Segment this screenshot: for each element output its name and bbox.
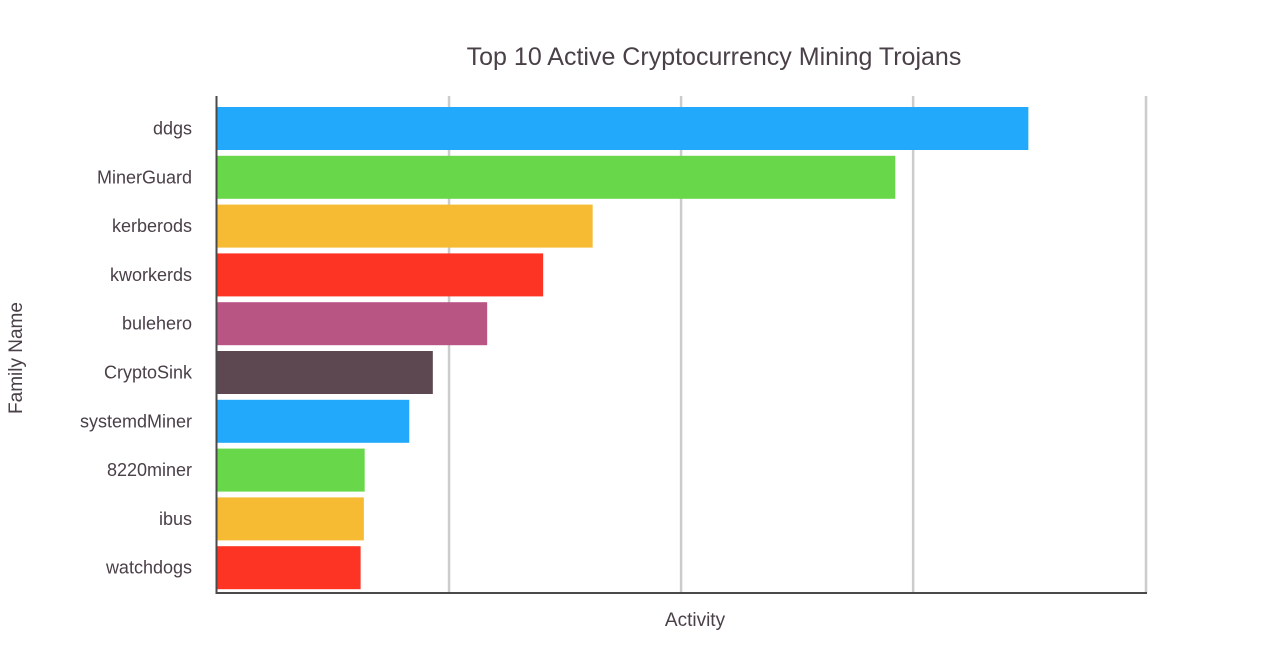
bar-bulehero	[217, 302, 488, 346]
bar-CryptoSink	[217, 351, 433, 394]
y-tick-label-watchdogs: watchdogs	[105, 558, 192, 578]
y-tick-label-kerberods: kerberods	[112, 216, 192, 236]
x-axis-title: Activity	[665, 610, 726, 631]
bars	[217, 107, 1029, 590]
y-tick-label-systemdMiner: systemdMiner	[80, 411, 192, 431]
bar-ddgs	[217, 107, 1029, 150]
y-tick-labels: ddgs MinerGuard kerberods kworkerds bulehero…	[80, 119, 193, 578]
y-tick-label-CryptoSink: CryptoSink	[104, 363, 193, 383]
y-tick-label-ddgs: ddgs	[153, 119, 192, 139]
y-tick-label-MinerGuard: MinerGuard	[97, 167, 192, 187]
y-axis-title: Family Name	[6, 302, 27, 414]
bar-kworkerds	[217, 253, 544, 297]
bar-systemdMiner	[217, 399, 410, 443]
bar-ibus	[217, 497, 364, 541]
chart-title: Top 10 Active Cryptocurrency Mining Troj…	[467, 43, 962, 71]
y-tick-label-bulehero: bulehero	[122, 314, 192, 334]
bar-kerberods	[217, 204, 593, 248]
bar-MinerGuard	[217, 155, 896, 199]
y-tick-label-ibus: ibus	[159, 509, 192, 529]
y-tick-label-kworkerds: kworkerds	[110, 265, 192, 285]
bar-watchdogs	[217, 546, 361, 590]
y-tick-label-8220miner: 8220miner	[107, 460, 192, 480]
bar-8220miner	[217, 448, 365, 492]
